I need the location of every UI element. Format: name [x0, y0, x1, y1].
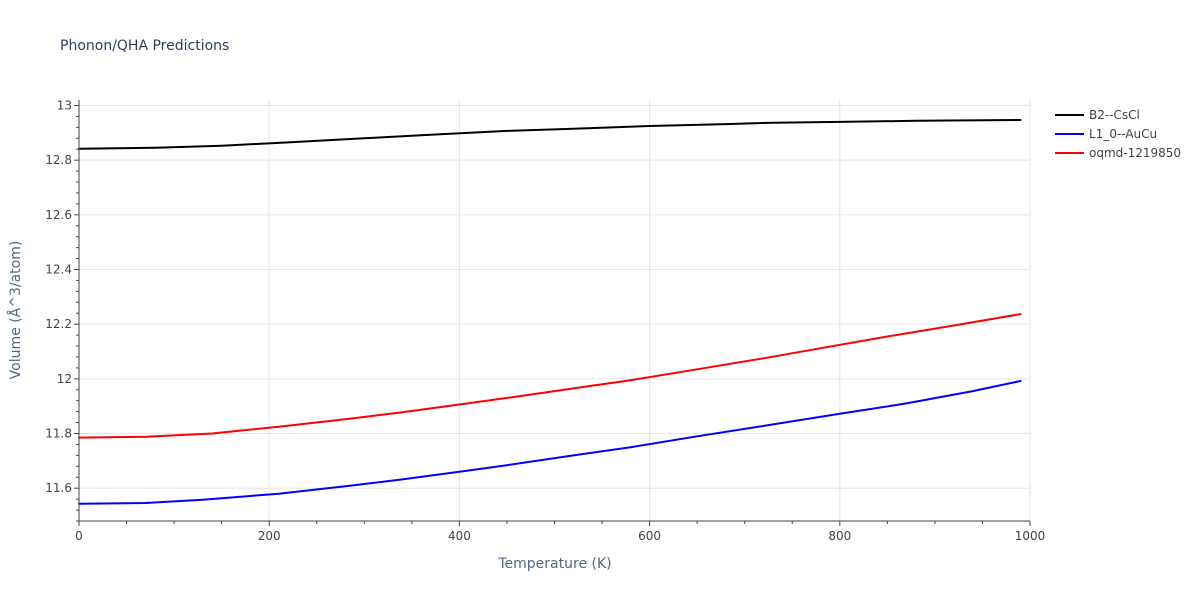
legend-item-l1-0-aucu[interactable]: L1_0--AuCu — [1055, 127, 1157, 141]
legend-label: L1_0--AuCu — [1089, 127, 1157, 141]
legend-item-oqmd-1219850[interactable]: oqmd-1219850 — [1055, 146, 1181, 160]
y-tick-label: 12.6 — [45, 208, 72, 222]
series-line-b2-cscl[interactable] — [78, 119, 1022, 150]
x-tick-label: 600 — [638, 529, 661, 543]
x-tick-label: 800 — [828, 529, 851, 543]
x-axis-ticks: 0 200 400 600 800 1000 — [75, 521, 1045, 543]
legend-label: oqmd-1219850 — [1089, 146, 1181, 160]
x-tick-label: 200 — [258, 529, 281, 543]
series-line-oqmd-1219850[interactable] — [78, 313, 1022, 439]
chart-title: Phonon/QHA Predictions — [60, 38, 229, 54]
series-lines — [78, 119, 1022, 505]
gridlines — [79, 100, 1031, 521]
y-tick-label: 13 — [57, 98, 72, 112]
legend[interactable]: B2--CsCl L1_0--AuCu oqmd-1219850 — [1055, 108, 1181, 160]
y-tick-label: 12.2 — [45, 317, 72, 331]
y-tick-label: 12 — [57, 372, 72, 386]
series-line-l1-0-aucu[interactable] — [78, 380, 1022, 505]
y-tick-label: 11.6 — [45, 481, 72, 495]
y-tick-label: 11.8 — [45, 427, 72, 441]
y-axis-title: Volume (Å^3/atom) — [7, 241, 24, 380]
legend-label: B2--CsCl — [1089, 108, 1140, 122]
y-tick-label: 12.4 — [45, 262, 72, 276]
legend-item-b2-cscl[interactable]: B2--CsCl — [1055, 108, 1140, 122]
y-tick-label: 12.8 — [45, 153, 72, 167]
x-tick-label: 0 — [75, 529, 83, 543]
y-axis-ticks: 11.6 11.8 12 12.2 12.4 12.6 12.8 13 — [45, 98, 79, 522]
x-axis-title: Temperature (K) — [497, 556, 611, 572]
x-tick-label: 400 — [448, 529, 471, 543]
x-tick-label: 1000 — [1015, 529, 1046, 543]
